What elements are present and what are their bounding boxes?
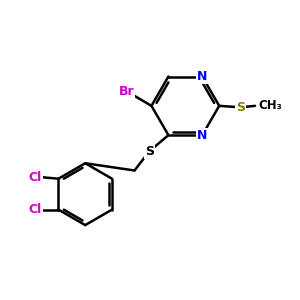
Text: N: N <box>197 129 208 142</box>
Text: S: S <box>236 101 245 114</box>
Text: Cl: Cl <box>29 203 42 216</box>
Text: N: N <box>197 70 208 83</box>
Text: S: S <box>145 145 154 158</box>
Text: Cl: Cl <box>29 171 42 184</box>
Text: CH₃: CH₃ <box>258 99 282 112</box>
Text: Br: Br <box>118 85 134 98</box>
